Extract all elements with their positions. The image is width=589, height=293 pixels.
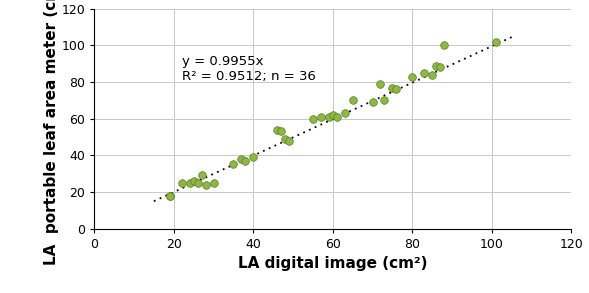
Point: [237, 156, 246, 161]
Point: [193, 180, 203, 185]
Point: [249, 155, 258, 159]
Point: [308, 116, 317, 121]
Point: [428, 72, 437, 77]
Point: [229, 162, 238, 167]
Point: [177, 180, 186, 185]
Point: [419, 71, 429, 75]
Point: [201, 182, 210, 187]
Point: [316, 115, 326, 119]
Point: [348, 98, 358, 103]
Point: [380, 98, 389, 103]
Point: [392, 87, 401, 92]
Point: [328, 113, 337, 117]
Point: [280, 137, 290, 141]
Point: [491, 39, 501, 44]
Point: [240, 159, 250, 163]
Point: [165, 193, 174, 198]
Point: [340, 111, 349, 115]
Point: [272, 127, 282, 132]
Point: [284, 138, 294, 143]
Text: y = 0.9955x
R² = 0.9512; n = 36: y = 0.9955x R² = 0.9512; n = 36: [181, 54, 316, 83]
Point: [209, 180, 218, 185]
Point: [197, 173, 206, 178]
Point: [324, 115, 333, 119]
Point: [408, 74, 417, 79]
Point: [431, 63, 441, 68]
Point: [332, 115, 342, 119]
Point: [276, 129, 286, 134]
Point: [376, 81, 385, 86]
Point: [439, 43, 449, 48]
Y-axis label: LA  portable leaf area meter (cm²): LA portable leaf area meter (cm²): [44, 0, 58, 265]
Point: [435, 65, 445, 70]
X-axis label: LA digital image (cm²): LA digital image (cm²): [238, 256, 428, 271]
Point: [189, 179, 198, 183]
Point: [185, 180, 194, 185]
Point: [165, 193, 174, 198]
Point: [388, 85, 397, 90]
Point: [368, 100, 378, 105]
